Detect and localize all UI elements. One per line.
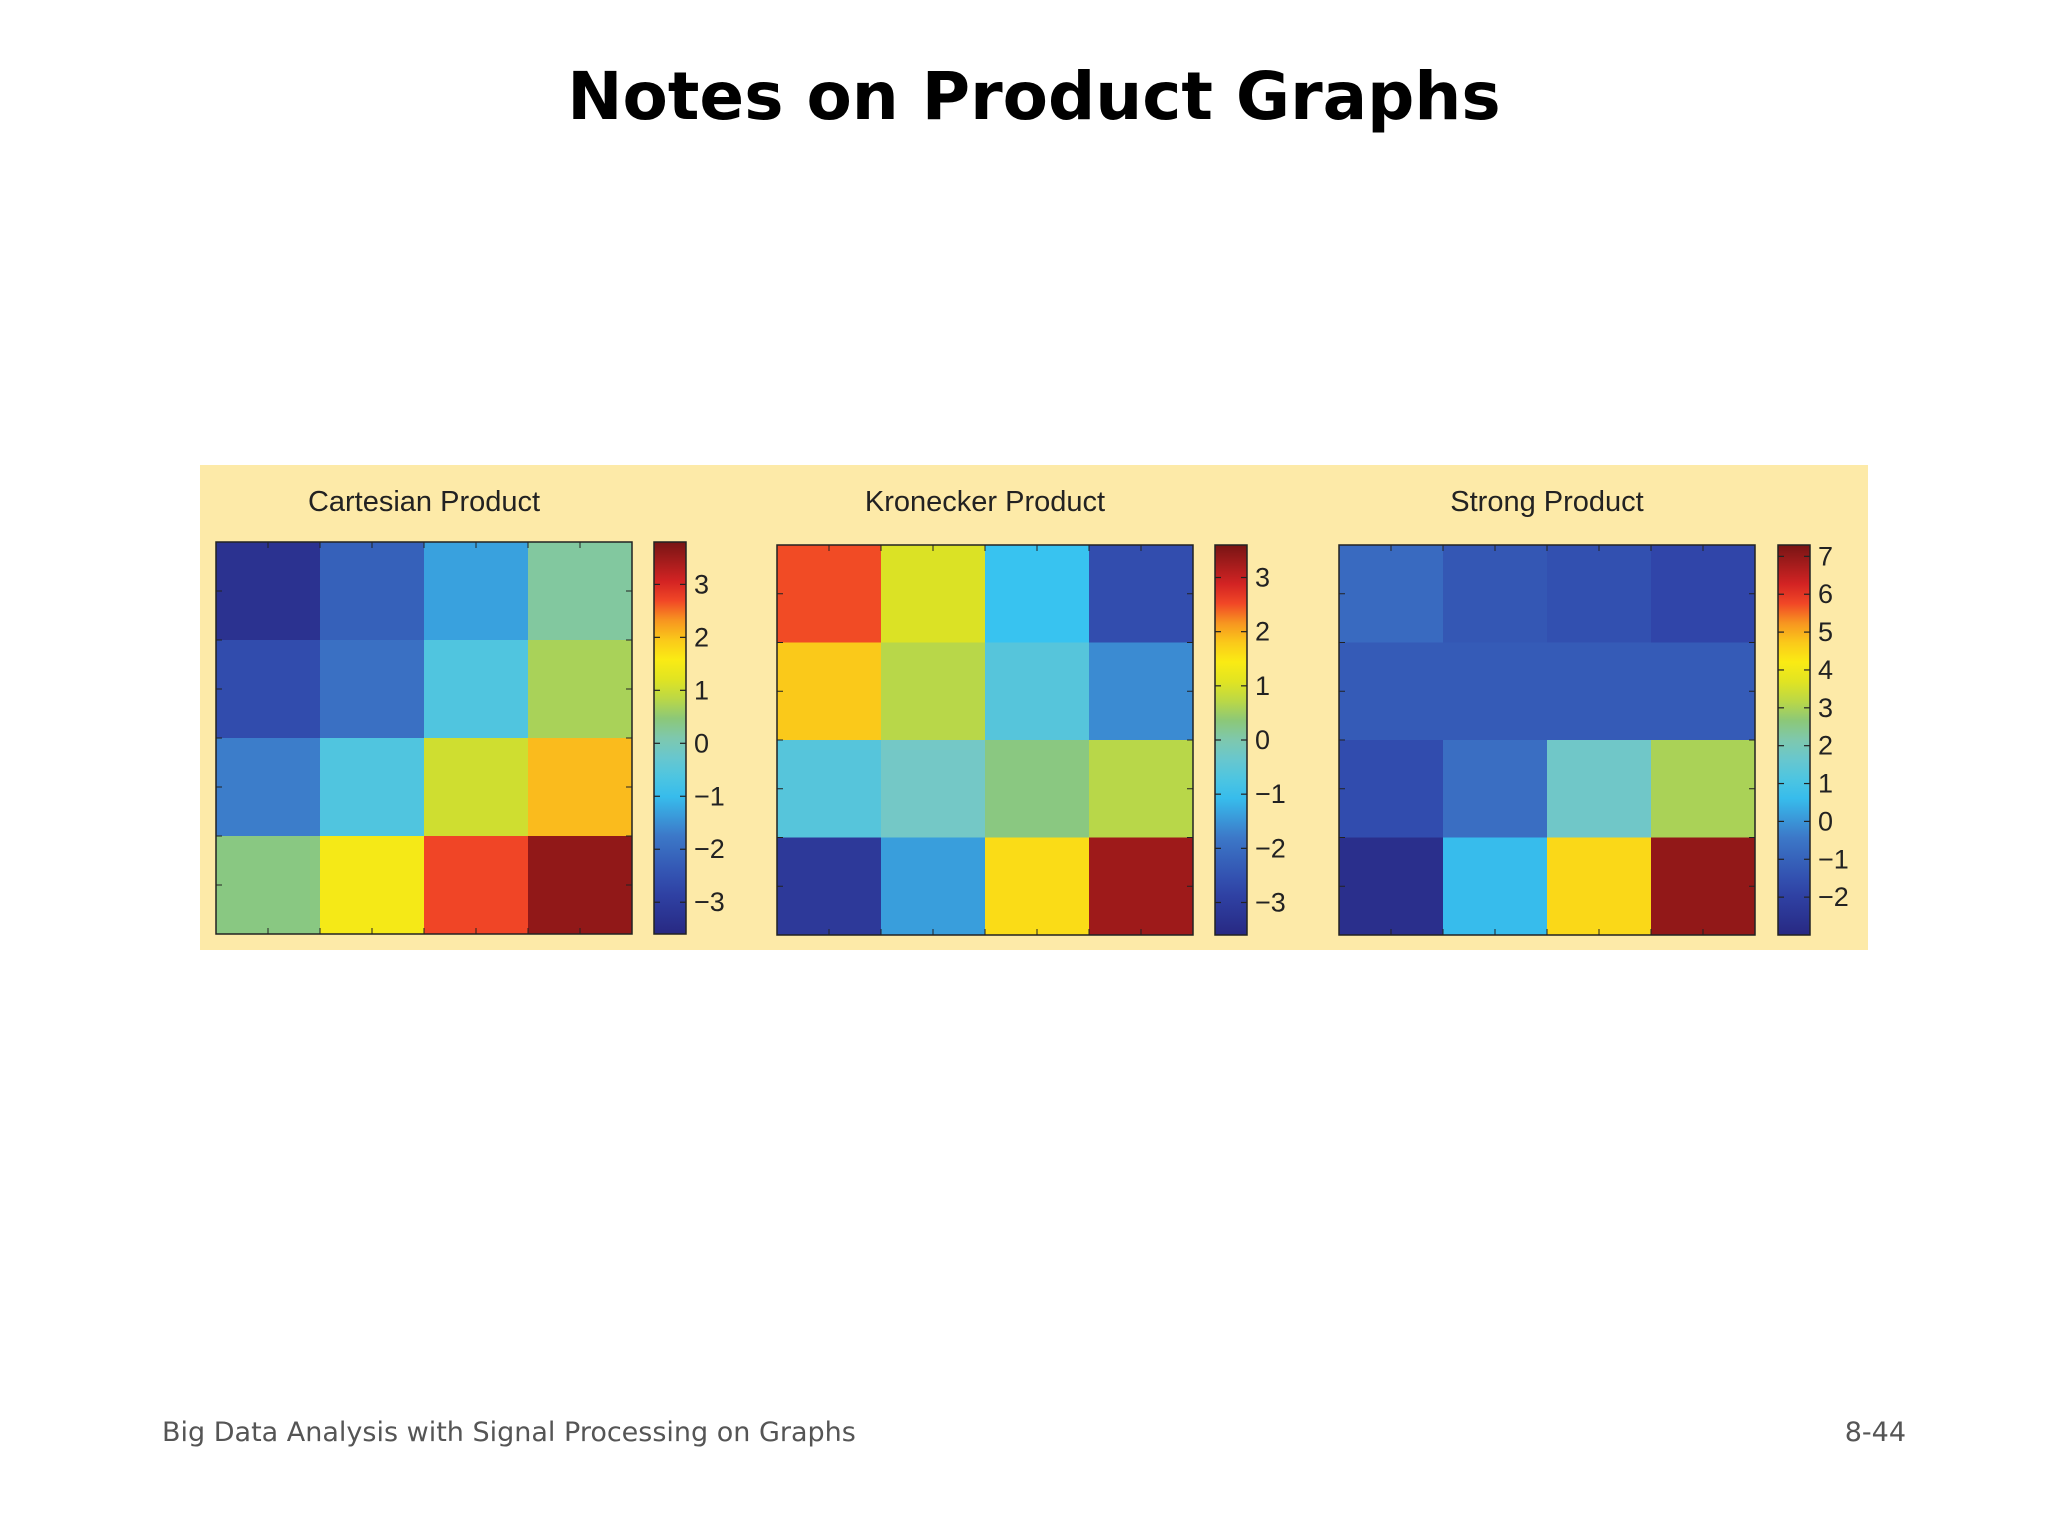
colorbar-tick-label: 3 [694, 569, 709, 599]
heatmap-cell [1339, 545, 1444, 643]
heatmap-cell [985, 740, 1090, 838]
colorbar-tick-label: 2 [1255, 617, 1270, 647]
heatmap-cell [985, 642, 1090, 741]
heatmap-cell [528, 836, 633, 935]
heatmap-cell [881, 837, 986, 936]
heatmap-cell [216, 738, 321, 837]
footer-page-number: 8-44 [1844, 1417, 1906, 1448]
heatmap-cell [1651, 642, 1756, 741]
heatmap-cell [1089, 642, 1194, 741]
colorbar-tick-label: 7 [1818, 541, 1833, 571]
colorbar-tick-label: 1 [1255, 671, 1270, 701]
heatmap-cell [528, 542, 633, 641]
heatmap-cell [881, 642, 986, 741]
heatmap-cell [1089, 545, 1194, 643]
heatmap-cell [216, 640, 321, 739]
colorbar-tick-label: −3 [694, 887, 725, 917]
heatmap-cell [216, 542, 321, 641]
colorbar-tick-label: −2 [1255, 833, 1286, 863]
heatmap-cell [1547, 837, 1652, 936]
colorbar-tick-label: 2 [694, 622, 709, 652]
colorbar-tick-label: 3 [1255, 563, 1270, 593]
heatmap-cell [528, 738, 633, 837]
heatmap-cell [1443, 837, 1548, 936]
heatmap-cell [777, 642, 882, 741]
heatmap-cell [528, 640, 633, 739]
heatmap-cell [216, 836, 321, 935]
heatmap-cell [777, 837, 882, 936]
colorbar-tick-label: 3 [1818, 693, 1833, 723]
heatmap-cell [1443, 545, 1548, 643]
heatmap-cell [1089, 837, 1194, 936]
heatmap-cell [424, 836, 529, 935]
colorbar-tick-label: −2 [694, 834, 725, 864]
heatmap-title: Strong Product [1450, 486, 1643, 518]
colorbar [1777, 544, 1811, 936]
heatmap-cell [985, 837, 1090, 936]
heatmap-cell [320, 542, 425, 641]
heatmap-cell [1651, 545, 1756, 643]
heatmap-cell [881, 740, 986, 838]
colorbar-tick-label: −1 [1818, 844, 1849, 874]
colorbar-tick-label: 1 [694, 675, 709, 705]
colorbar-tick-label: 0 [1255, 725, 1270, 755]
heatmap-cell [1339, 837, 1444, 936]
heatmap-cell [1547, 642, 1652, 741]
heatmap-cell [424, 640, 529, 739]
heatmap-cell [1547, 740, 1652, 838]
heatmap-cell [777, 740, 882, 838]
heatmap-cell [1339, 740, 1444, 838]
heatmap-cell [1339, 642, 1444, 741]
heatmap-cell [424, 738, 529, 837]
heatmap-cell [1443, 642, 1548, 741]
colorbar-tick-label: 4 [1818, 655, 1833, 685]
colorbar-tick-label: 5 [1818, 617, 1833, 647]
colorbar-tick-label: −3 [1255, 888, 1286, 918]
heatmap-cell [881, 545, 986, 643]
heatmap-cell [1089, 740, 1194, 838]
heatmap-panel-3: Strong Product 7 6 5 4 3 2 1 0 −1 −2 [1338, 486, 1849, 936]
heatmap-title: Cartesian Product [308, 486, 540, 518]
heatmap-cell [320, 738, 425, 837]
heatmap-cell [320, 640, 425, 739]
colorbar [653, 541, 687, 935]
heatmap-cell [424, 542, 529, 641]
heatmap-cell [1651, 837, 1756, 936]
heatmap-cell [985, 545, 1090, 643]
heatmap-title: Kronecker Product [865, 486, 1105, 518]
heatmap-cell [1547, 545, 1652, 643]
heatmap-cell [1443, 740, 1548, 838]
heatmap-panel-2: Kronecker Product 3 2 1 0 −1 −2 −3 [776, 486, 1286, 936]
heatmap-panel-1: Cartesian Product 3 2 1 0 −1 −2 −3 [215, 486, 725, 935]
colorbar-tick-label: 1 [1818, 769, 1833, 799]
colorbar-tick-label: −1 [1255, 779, 1286, 809]
heatmap-cell [320, 836, 425, 935]
heatmap-cell [777, 545, 882, 643]
heatmap-cell [1651, 740, 1756, 838]
colorbar-tick-label: 0 [694, 728, 709, 758]
colorbar-tick-label: 2 [1818, 731, 1833, 761]
colorbar-tick-label: −2 [1818, 882, 1849, 912]
colorbar-tick-label: 6 [1818, 579, 1833, 609]
colorbar-tick-label: 0 [1818, 806, 1833, 836]
colorbar-tick-label: −1 [694, 781, 725, 811]
footer-course-title: Big Data Analysis with Signal Processing… [162, 1417, 856, 1448]
figure-panel: Cartesian Product 3 2 1 0 −1 −2 −3 Kronecker Pro… [200, 465, 1868, 950]
slide-title: Notes on Product Graphs [567, 58, 1501, 135]
